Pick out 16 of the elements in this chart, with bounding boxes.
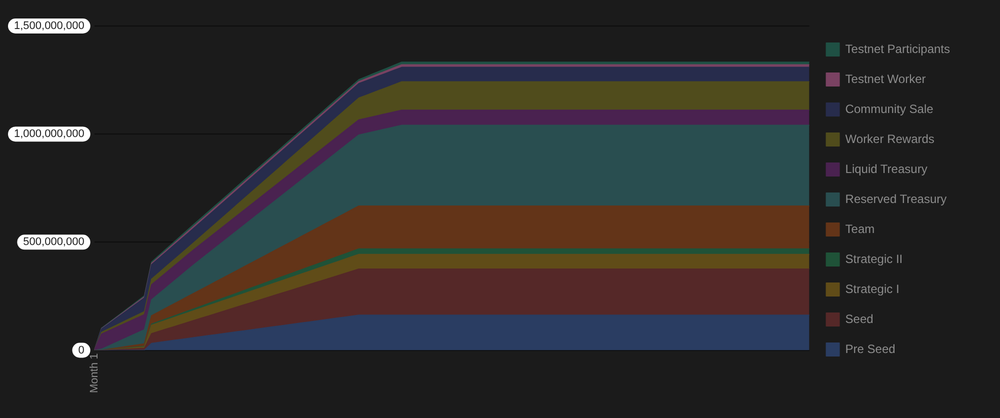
legend-label: Team <box>845 222 875 236</box>
legend-label: Strategic II <box>845 252 903 266</box>
legend-label: Liquid Treasury <box>845 162 928 176</box>
legend-label: Community Sale <box>845 102 934 116</box>
legend-label: Seed <box>845 312 874 326</box>
legend-label: Strategic I <box>845 282 900 296</box>
legend-label: Reserved Treasury <box>845 192 947 206</box>
y-tick-label: 500,000,000 <box>23 236 84 248</box>
x-tick-label: Month 1 <box>88 353 100 394</box>
y-tick-label: 1,500,000,000 <box>14 20 84 32</box>
y-tick-label: 0 <box>78 344 84 356</box>
legend-label: Testnet Worker <box>845 72 926 86</box>
legend-label: Pre Seed <box>845 342 896 356</box>
legend-label: Worker Rewards <box>845 132 934 146</box>
y-tick-label: 1,000,000,000 <box>14 128 84 140</box>
legend-label: Testnet Participants <box>845 42 950 56</box>
